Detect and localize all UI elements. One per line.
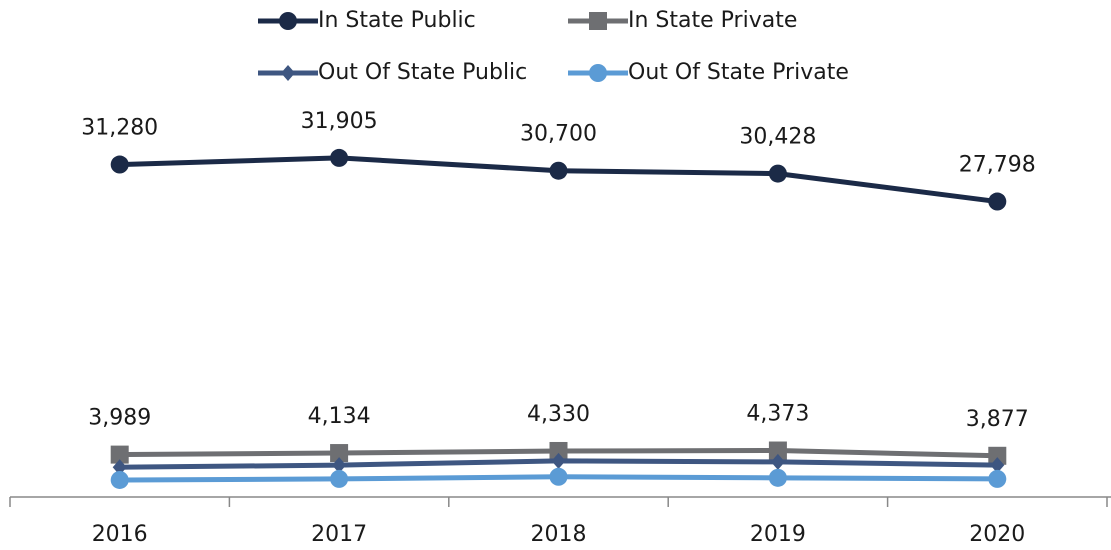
marker: [589, 12, 607, 30]
legend-label: Out Of State Private: [628, 60, 849, 85]
marker: [768, 441, 787, 460]
data-label: 27,798: [959, 153, 1036, 178]
x-tick-label: 2017: [311, 522, 367, 547]
data-label: 31,905: [301, 109, 378, 134]
marker: [770, 453, 785, 470]
x-tick-label: 2016: [92, 522, 148, 547]
marker: [330, 444, 349, 463]
marker: [988, 469, 1007, 488]
data-label: 4,134: [308, 404, 371, 429]
x-tick-label: 2020: [969, 522, 1025, 547]
marker: [112, 459, 127, 476]
marker: [768, 468, 787, 487]
marker: [110, 470, 129, 489]
data-label: 30,700: [520, 122, 597, 147]
marker: [110, 445, 129, 464]
marker: [279, 12, 297, 30]
data-label: 30,428: [739, 125, 816, 150]
data-label: 3,989: [88, 406, 151, 431]
x-tick-label: 2019: [750, 522, 806, 547]
legend-label: Out Of State Public: [318, 60, 527, 85]
data-label: 3,877: [966, 407, 1029, 432]
marker: [110, 155, 129, 174]
marker: [589, 64, 607, 82]
legend-label: In State Public: [318, 8, 476, 33]
marker: [988, 192, 1007, 211]
marker: [551, 452, 566, 469]
marker: [281, 65, 295, 81]
marker: [549, 161, 568, 180]
marker: [988, 446, 1007, 465]
marker: [330, 148, 349, 167]
marker: [549, 467, 568, 486]
marker: [549, 441, 568, 460]
data-label: 31,280: [81, 116, 158, 141]
marker: [332, 457, 347, 474]
data-label: 4,373: [746, 402, 809, 427]
data-label: 4,330: [527, 402, 590, 427]
legend-label: In State Private: [628, 8, 797, 33]
marker: [768, 164, 787, 183]
x-tick-label: 2018: [531, 522, 587, 547]
marker: [330, 469, 349, 488]
marker: [990, 457, 1005, 474]
